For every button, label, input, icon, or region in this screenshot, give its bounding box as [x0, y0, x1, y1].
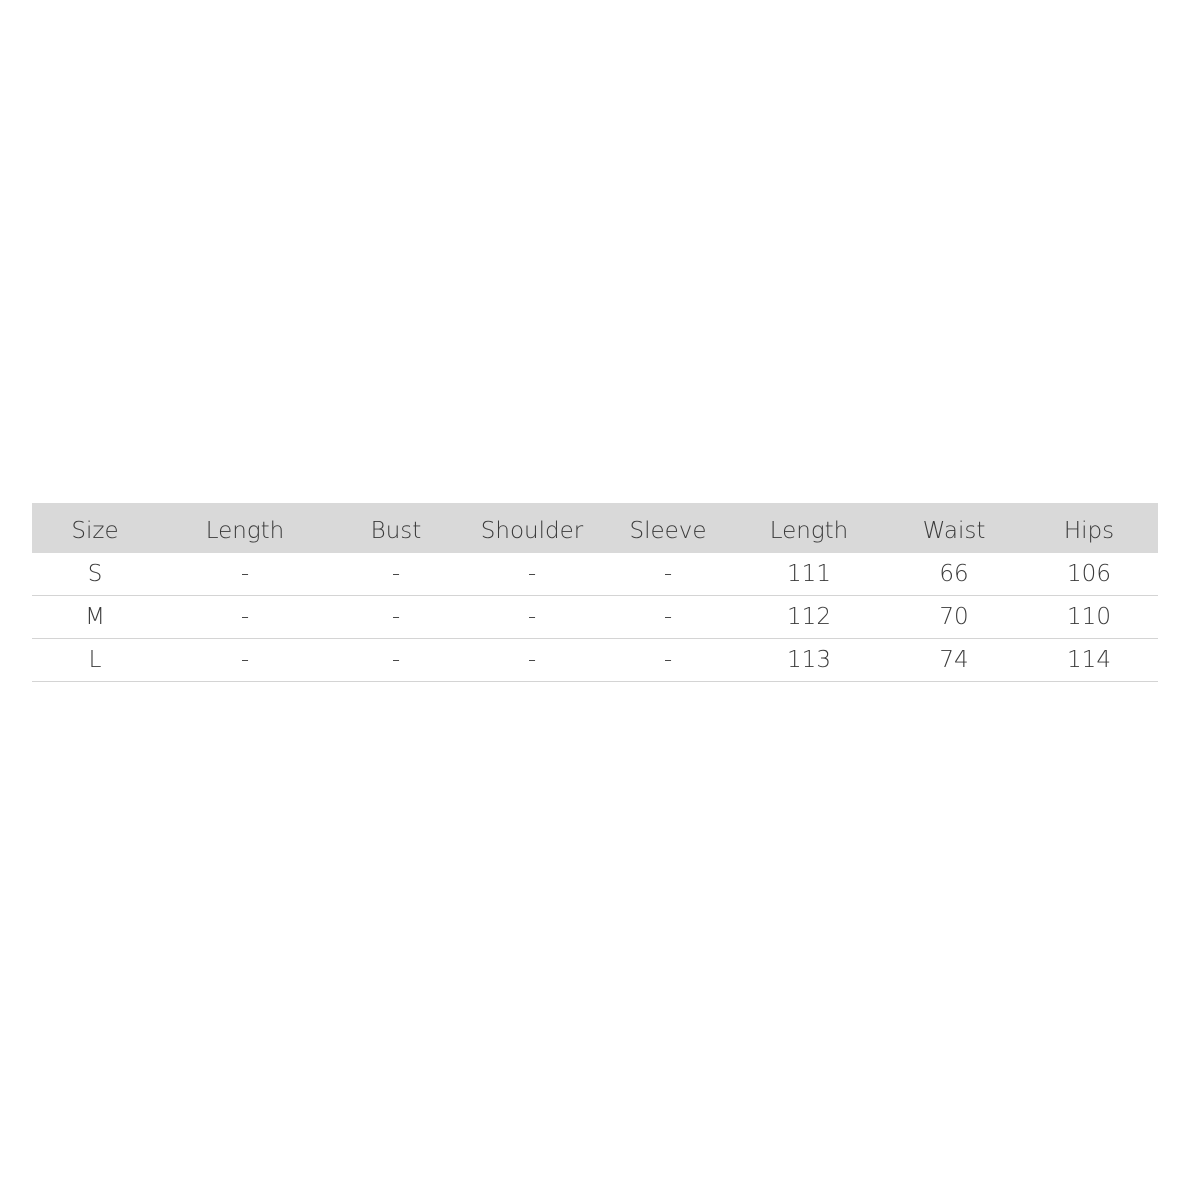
table-cell: - — [527, 604, 537, 630]
table-cell: S — [87, 561, 103, 587]
header-cell: Length — [205, 518, 285, 544]
table-cell: 66 — [939, 561, 969, 587]
header-cell: Length — [769, 518, 849, 544]
table-row: S - - - - 111 66 106 — [32, 553, 1158, 596]
table-cell: - — [663, 647, 673, 673]
table-row: L - - - - 113 74 114 — [32, 639, 1158, 682]
table-cell: 70 — [939, 604, 969, 630]
table-cell: 113 — [787, 647, 831, 673]
table-cell: - — [391, 604, 401, 630]
table-cell: 74 — [939, 647, 969, 673]
table-cell: 111 — [787, 561, 831, 587]
table-cell: - — [391, 561, 401, 587]
table-cell: - — [527, 561, 537, 587]
table-cell: M — [85, 604, 105, 630]
table-cell: - — [240, 561, 250, 587]
table-cell: 112 — [787, 604, 831, 630]
header-cell: Shoulder — [480, 518, 584, 544]
table-cell: 114 — [1067, 647, 1111, 673]
header-cell: Bust — [370, 518, 422, 544]
table-cell: L — [88, 647, 102, 673]
table-cell: - — [240, 647, 250, 673]
table-cell: - — [663, 561, 673, 587]
table-cell: - — [663, 604, 673, 630]
table-cell: - — [527, 647, 537, 673]
table-cell: - — [391, 647, 401, 673]
table-row: M - - - - 112 70 110 — [32, 596, 1158, 639]
header-cell: Waist — [922, 518, 986, 544]
table-cell: 106 — [1067, 561, 1111, 587]
header-row: Size Length Bust Shoulder Sleeve Length Waist H… — [32, 503, 1158, 553]
table-cell: - — [240, 604, 250, 630]
header-cell: Hips — [1063, 518, 1115, 544]
header-cell: Size — [71, 518, 119, 544]
header-cell: Sleeve — [629, 518, 707, 544]
table-cell: 110 — [1067, 604, 1111, 630]
